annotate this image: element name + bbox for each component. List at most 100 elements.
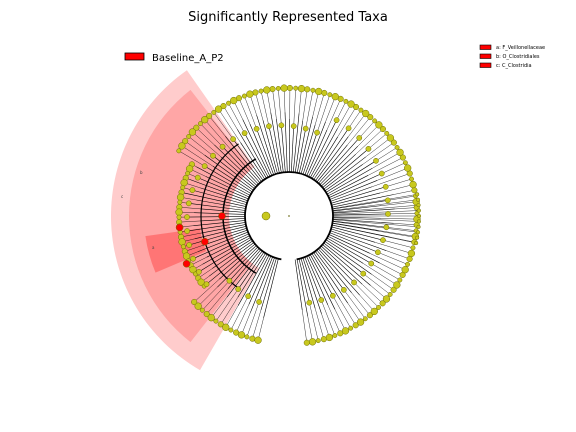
leaf-node	[394, 144, 400, 150]
leaf-node	[207, 314, 215, 322]
branch-outer	[196, 127, 215, 146]
branch-inner	[184, 192, 247, 207]
branch-inner	[302, 132, 318, 175]
leaf-node	[397, 277, 403, 283]
branch-outer	[387, 213, 417, 215]
leaf-node	[315, 87, 323, 96]
leaf-node	[185, 170, 191, 176]
branch-inner	[188, 203, 246, 211]
leaf-node	[197, 121, 203, 127]
internal-node	[306, 299, 313, 306]
leaf-node-right	[414, 240, 419, 246]
branch-outer	[375, 242, 412, 254]
branch-outer	[249, 94, 257, 116]
branch-inner	[324, 164, 363, 192]
taxa-legend-swatch-a	[479, 44, 492, 50]
center-node-left	[261, 211, 271, 221]
branch-outer	[228, 103, 245, 134]
leaf-node	[362, 316, 368, 322]
branch-outer	[357, 124, 380, 147]
branch-outer	[194, 278, 220, 303]
internal-node	[184, 214, 190, 220]
branch-inner	[219, 245, 257, 280]
branch-inner	[187, 216, 246, 218]
branch-outer	[307, 316, 313, 342]
branch-outer	[337, 106, 357, 137]
branch-outer	[314, 308, 325, 340]
branch-inner	[324, 241, 372, 275]
branch-outer	[390, 237, 415, 243]
branch-inner	[189, 227, 247, 246]
branch-inner	[306, 129, 328, 176]
leaf-node	[263, 86, 271, 94]
branch-outer	[220, 297, 239, 325]
leaf-node	[203, 311, 210, 318]
branch-inner	[204, 165, 252, 194]
leaf-node	[332, 333, 338, 338]
branch-outer	[351, 292, 371, 316]
branch-outer	[381, 201, 417, 206]
branch-inner	[296, 259, 309, 317]
internal-node	[383, 224, 390, 231]
branch-inner	[232, 138, 264, 181]
leaf-node	[348, 325, 354, 331]
branch-outer	[362, 142, 394, 165]
branch-outer	[302, 89, 308, 122]
clade-letter-a: a	[152, 245, 155, 250]
highlight-node-a	[175, 223, 184, 232]
branch-inner	[332, 200, 388, 210]
branch-outer	[179, 206, 202, 210]
leaf-node	[180, 179, 188, 187]
ring-r3	[200, 143, 239, 289]
branch-inner	[187, 222, 246, 232]
branch-inner	[325, 160, 377, 193]
branch-inner	[200, 187, 248, 203]
branch-outer	[179, 220, 201, 223]
leaf-node	[220, 103, 227, 110]
branch-outer	[266, 89, 271, 113]
branch-outer	[343, 289, 366, 319]
branch-inner	[304, 121, 326, 176]
leaf-node	[325, 333, 334, 342]
branch-outer	[371, 263, 400, 281]
leaf-node	[410, 245, 416, 251]
leaf-node	[237, 331, 246, 339]
branch-outer	[185, 140, 205, 156]
branch-inner	[323, 156, 367, 190]
internal-node	[201, 163, 208, 169]
branch-inner	[318, 248, 360, 296]
branch-right	[332, 199, 418, 211]
leaf-node	[352, 322, 359, 329]
branch-outer	[393, 190, 415, 195]
branch-outer	[365, 137, 391, 157]
leaf-node	[386, 134, 395, 142]
leaf-node	[372, 118, 378, 124]
branch-outer	[368, 133, 387, 150]
branch-outer	[309, 302, 319, 341]
leaf-node-right	[415, 192, 420, 197]
leaf-node	[370, 307, 378, 316]
taxa-legend: a: F_Veillonellaceae b: O_Clostridiales …	[479, 44, 545, 69]
internal-node	[253, 125, 260, 132]
leaf-node	[396, 148, 404, 157]
leaf-node	[217, 321, 224, 328]
branch-inner	[298, 116, 313, 174]
branch-inner	[230, 148, 261, 184]
internal-node	[360, 270, 367, 277]
leaf-node	[199, 307, 205, 313]
branch-inner	[316, 144, 348, 183]
leaf-node	[230, 96, 238, 105]
branch-outer	[336, 101, 347, 121]
branch-outer	[368, 157, 403, 176]
leaf-node	[341, 327, 350, 335]
branch-right	[332, 217, 419, 222]
branch-outer	[359, 120, 375, 139]
branch-outer	[380, 184, 414, 194]
branch-outer	[385, 178, 412, 187]
leaf-node	[402, 160, 408, 166]
class-legend-swatch	[124, 52, 145, 61]
branch-inner	[319, 247, 355, 283]
branch-outer	[375, 147, 398, 161]
leaf-node	[401, 266, 409, 274]
internal-node	[373, 157, 379, 164]
